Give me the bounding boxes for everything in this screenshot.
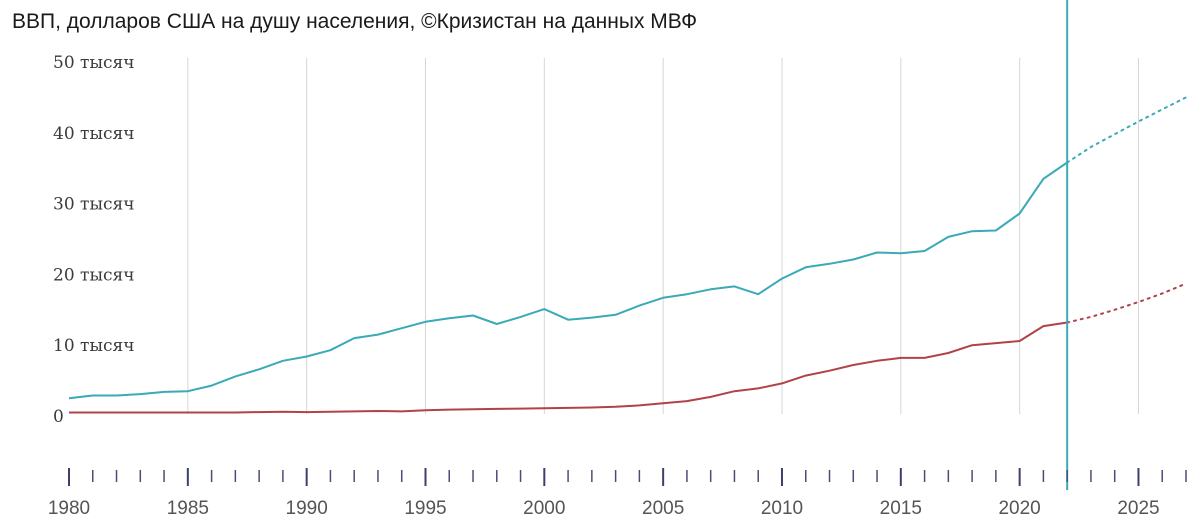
x-tick-label: 1995 [404, 498, 446, 519]
x-tick-label: 2025 [1117, 498, 1159, 519]
x-tick-label: 1990 [286, 498, 328, 519]
y-tick-label: 0 [53, 407, 64, 427]
y-axis-tick-labels: 50 тысяч 40 тысяч 30 тысяч 20 тысяч 10 тысяч… [53, 53, 134, 427]
y-tick-label: 40 тысяч [53, 124, 134, 144]
series-line-1 [68, 161, 1068, 400]
x-axis: 1980 1985 1990 1995 2000 2005 2010 2015 2020 2025 [48, 468, 1187, 519]
series-forecast-2 [1066, 282, 1187, 324]
x-tick-label: 2000 [523, 498, 565, 519]
x-tick-label: 1980 [48, 498, 90, 519]
x-tick-label: 2015 [880, 498, 922, 519]
series-lines [68, 96, 1187, 414]
y-tick-label: 30 тысяч [53, 195, 134, 215]
x-tick-label: 2005 [642, 498, 684, 519]
series-forecast-1 [1066, 96, 1187, 164]
chart-title: ВВП, долларов США на душу населения, ©Кр… [12, 10, 698, 33]
y-tick-label: 10 тысяч [53, 336, 134, 356]
y-tick-label: 50 тысяч [53, 53, 134, 73]
gridlines [187, 58, 1139, 414]
x-tick-label: 2010 [761, 498, 803, 519]
x-tick-label: 2020 [998, 498, 1040, 519]
series-line-2 [69, 321, 1068, 414]
x-tick-label: 1985 [167, 498, 209, 519]
y-tick-label: 20 тысяч [53, 265, 134, 285]
